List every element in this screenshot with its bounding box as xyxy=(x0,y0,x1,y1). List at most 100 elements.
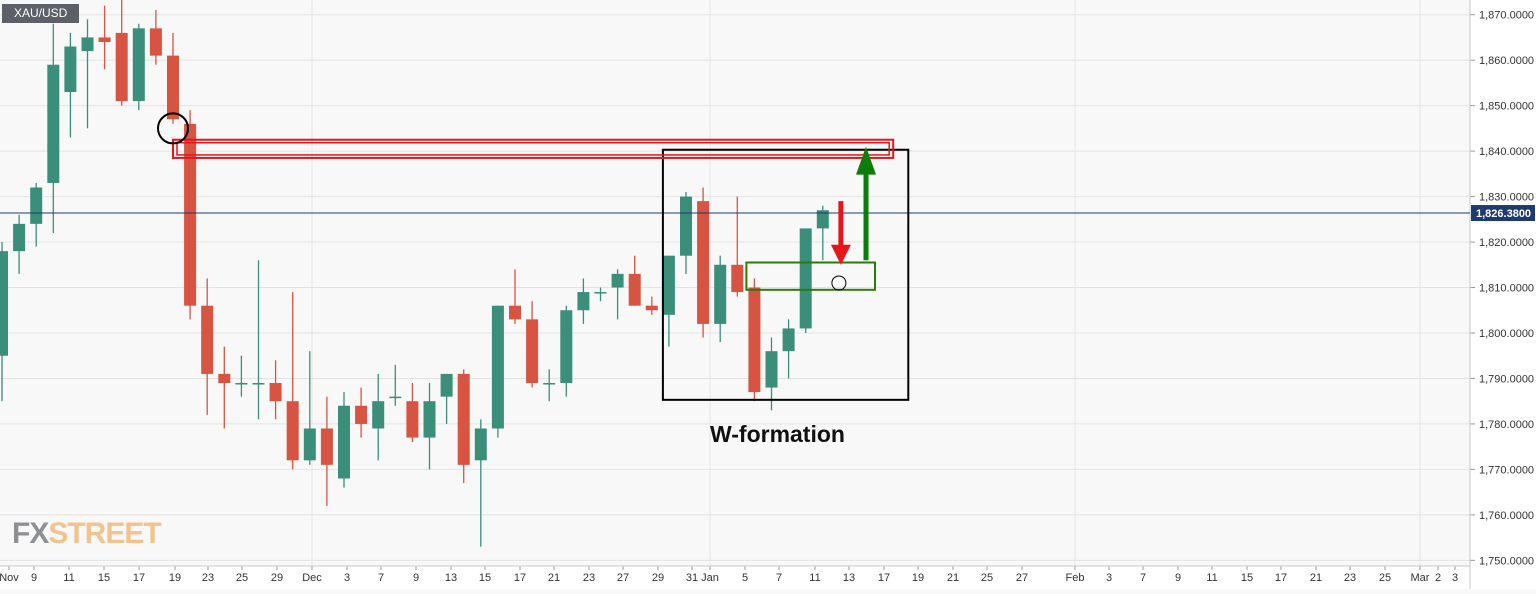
time-tick-label: 19 xyxy=(169,572,181,584)
candle-body xyxy=(47,64,60,183)
candle-body xyxy=(30,187,43,224)
time-tick-label: 15 xyxy=(479,572,491,584)
time-tick-label: 17 xyxy=(133,572,145,584)
time-tick-label: 31 xyxy=(686,572,698,584)
candle-body xyxy=(372,401,385,429)
candle-body xyxy=(543,383,556,385)
candle-body xyxy=(491,305,504,429)
candle-body xyxy=(218,373,231,384)
candle-body xyxy=(201,305,214,374)
candle-body xyxy=(662,255,675,315)
reversal-circle-marker xyxy=(157,112,189,145)
time-tick-label: 15 xyxy=(98,572,110,584)
time-tick-label: 21 xyxy=(1310,572,1322,584)
time-tick-label: 25 xyxy=(981,572,993,584)
candle-body xyxy=(64,46,77,92)
time-tick-label: 3 xyxy=(1106,572,1112,584)
candle-body xyxy=(98,37,111,42)
candle-body xyxy=(526,319,539,384)
candle-body xyxy=(320,428,333,465)
candle-body xyxy=(355,405,368,424)
time-tick-label: Dec xyxy=(302,572,322,584)
w-formation-label: W-formation xyxy=(710,421,845,447)
candle-body xyxy=(132,28,145,102)
time-tick-label: 11 xyxy=(63,572,74,584)
candle-body xyxy=(799,228,812,329)
candle-body xyxy=(474,428,487,461)
time-axis-bg xyxy=(0,566,1470,589)
candle-body xyxy=(440,373,453,397)
candle-body xyxy=(81,37,94,52)
price-tick-label: 1,800.0000 xyxy=(1479,328,1534,340)
time-tick-label: 7 xyxy=(776,572,782,584)
price-tick-label: 1,850.0000 xyxy=(1479,101,1534,113)
candle-body xyxy=(611,273,624,288)
price-tick-label: 1,870.0000 xyxy=(1479,10,1534,22)
time-tick-label: 9 xyxy=(31,572,37,584)
time-tick-label: 2 xyxy=(1435,572,1441,584)
price-tick-label: 1,860.0000 xyxy=(1479,55,1534,67)
time-tick-label: 25 xyxy=(236,572,248,584)
candle-body xyxy=(423,401,436,438)
candle-body xyxy=(782,328,795,352)
price-tick-label: 1,790.0000 xyxy=(1479,373,1534,385)
time-tick-label: 27 xyxy=(617,572,629,584)
candle-body xyxy=(714,264,727,324)
w-formation-box xyxy=(661,148,910,401)
time-tick-label: 7 xyxy=(378,572,384,584)
time-tick-label: Mar xyxy=(1411,572,1430,584)
time-tick-label: 29 xyxy=(271,572,283,584)
support-zone xyxy=(745,261,877,291)
price-tick-label: 1,820.0000 xyxy=(1479,237,1534,249)
time-tick-label: Jan xyxy=(701,572,719,584)
candle-body xyxy=(269,383,282,402)
time-tick-label: 9 xyxy=(413,572,419,584)
candle-body xyxy=(697,201,710,324)
time-tick-label: 23 xyxy=(202,572,214,584)
time-tick-label: 7 xyxy=(1140,572,1146,584)
ticker-label: XAU/USD xyxy=(2,4,80,23)
resistance-zone-inner xyxy=(176,141,890,156)
candle-body xyxy=(13,223,26,252)
candle-body xyxy=(577,292,590,311)
price-axis-bg xyxy=(1470,0,1536,589)
time-tick-label: 21 xyxy=(947,572,959,584)
resistance-zone xyxy=(172,138,895,159)
time-tick-label: Nov xyxy=(0,572,19,584)
time-tick-label: 29 xyxy=(652,572,664,584)
retest-circle-marker xyxy=(831,275,847,291)
candle-body xyxy=(406,401,419,438)
candle-body xyxy=(628,273,641,306)
time-tick-label: 17 xyxy=(1275,572,1287,584)
candle-body xyxy=(303,428,316,461)
time-tick-label: 17 xyxy=(878,572,890,584)
price-tick-label: 1,840.0000 xyxy=(1479,146,1534,158)
candle-body xyxy=(509,305,521,320)
price-tick-label: 1,760.0000 xyxy=(1479,510,1534,522)
time-tick-label: 13 xyxy=(843,572,855,584)
time-tick-label: 9 xyxy=(1175,572,1181,584)
candle-body xyxy=(389,396,402,399)
current-price-badge xyxy=(1471,205,1535,222)
time-tick-label: 11 xyxy=(809,572,820,584)
price-tick-label: 1,830.0000 xyxy=(1479,192,1534,204)
time-tick-label: Feb xyxy=(1066,572,1085,584)
time-tick-label: 13 xyxy=(445,572,457,584)
fxstreet-logo: FXSTREET xyxy=(12,517,162,550)
time-tick-label: 17 xyxy=(514,572,526,584)
candle-body xyxy=(149,28,162,56)
price-tick-label: 1,780.0000 xyxy=(1479,419,1534,431)
candle-body xyxy=(816,210,829,229)
time-tick-label: 15 xyxy=(1241,572,1253,584)
time-tick-label: 23 xyxy=(583,572,595,584)
price-tick-label: 1,750.0000 xyxy=(1479,555,1534,567)
candle-body xyxy=(680,196,692,256)
candle-body xyxy=(594,292,607,294)
candle-body xyxy=(115,32,128,102)
candle-body xyxy=(338,405,350,479)
candle-body xyxy=(765,351,778,388)
candle-body xyxy=(560,310,573,384)
candle-body xyxy=(167,55,179,120)
